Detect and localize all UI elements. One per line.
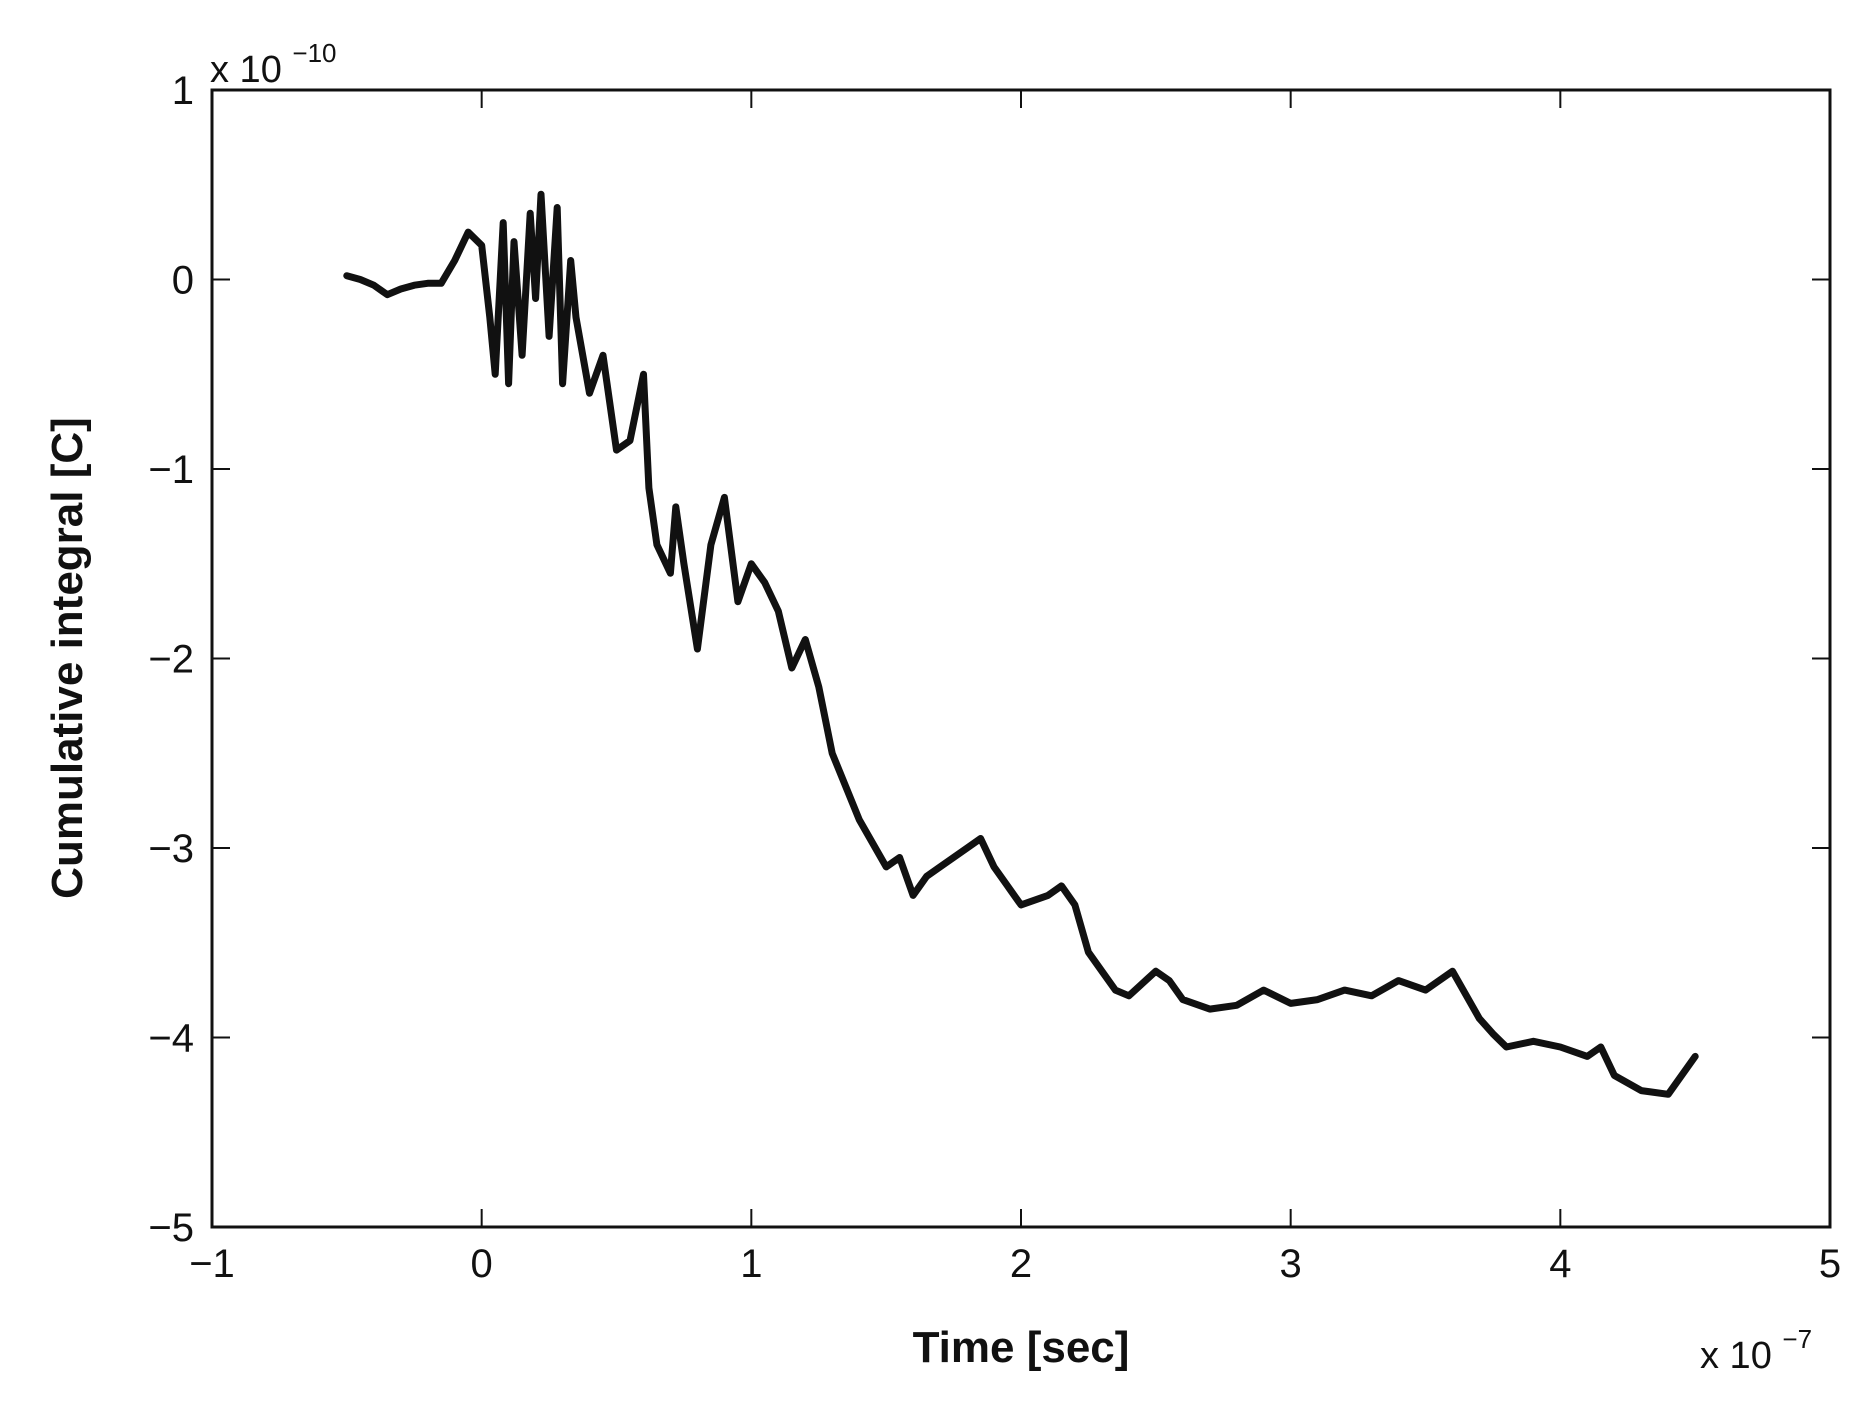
ticks-layer xyxy=(211,89,1831,1228)
y-axis-label: Cumulative integral [C] xyxy=(43,417,92,899)
y-tick-label: 1 xyxy=(172,69,194,113)
y-tick-label: −3 xyxy=(148,827,194,871)
y-tick-label: 0 xyxy=(172,259,194,303)
x-tick-label: 5 xyxy=(1819,1242,1841,1286)
x-tick-label: 2 xyxy=(1010,1242,1032,1286)
y-tick-label: −1 xyxy=(148,448,194,492)
x-multiplier: x 10 −7 xyxy=(1700,1324,1812,1377)
x-multiplier-exponent: −7 xyxy=(1782,1324,1812,1354)
series-layer xyxy=(343,190,1699,1098)
y-tick-label: −2 xyxy=(148,638,194,682)
x-tick-label: −1 xyxy=(189,1242,235,1286)
y-tick-label: −5 xyxy=(148,1206,194,1250)
y-tick-label: −4 xyxy=(148,1017,194,1061)
x-tick-label: 4 xyxy=(1549,1242,1571,1286)
x-tick-label: 3 xyxy=(1280,1242,1302,1286)
tick-labels-layer: −1 0 1 2 3 4 5 −5 −4 −3 −2 −1 0 1 xyxy=(148,69,1841,1286)
x-tick-label: 1 xyxy=(740,1242,762,1286)
y-multiplier-base: x 10 xyxy=(210,49,282,91)
x-tick-label: 0 xyxy=(471,1242,493,1286)
x-multiplier-base: x 10 xyxy=(1700,1335,1772,1377)
x-axis-label: Time [sec] xyxy=(913,1323,1130,1372)
y-multiplier-exponent: −10 xyxy=(292,38,336,68)
series-line-0 xyxy=(343,190,1699,1098)
y-multiplier: x 10 −10 xyxy=(210,38,337,91)
